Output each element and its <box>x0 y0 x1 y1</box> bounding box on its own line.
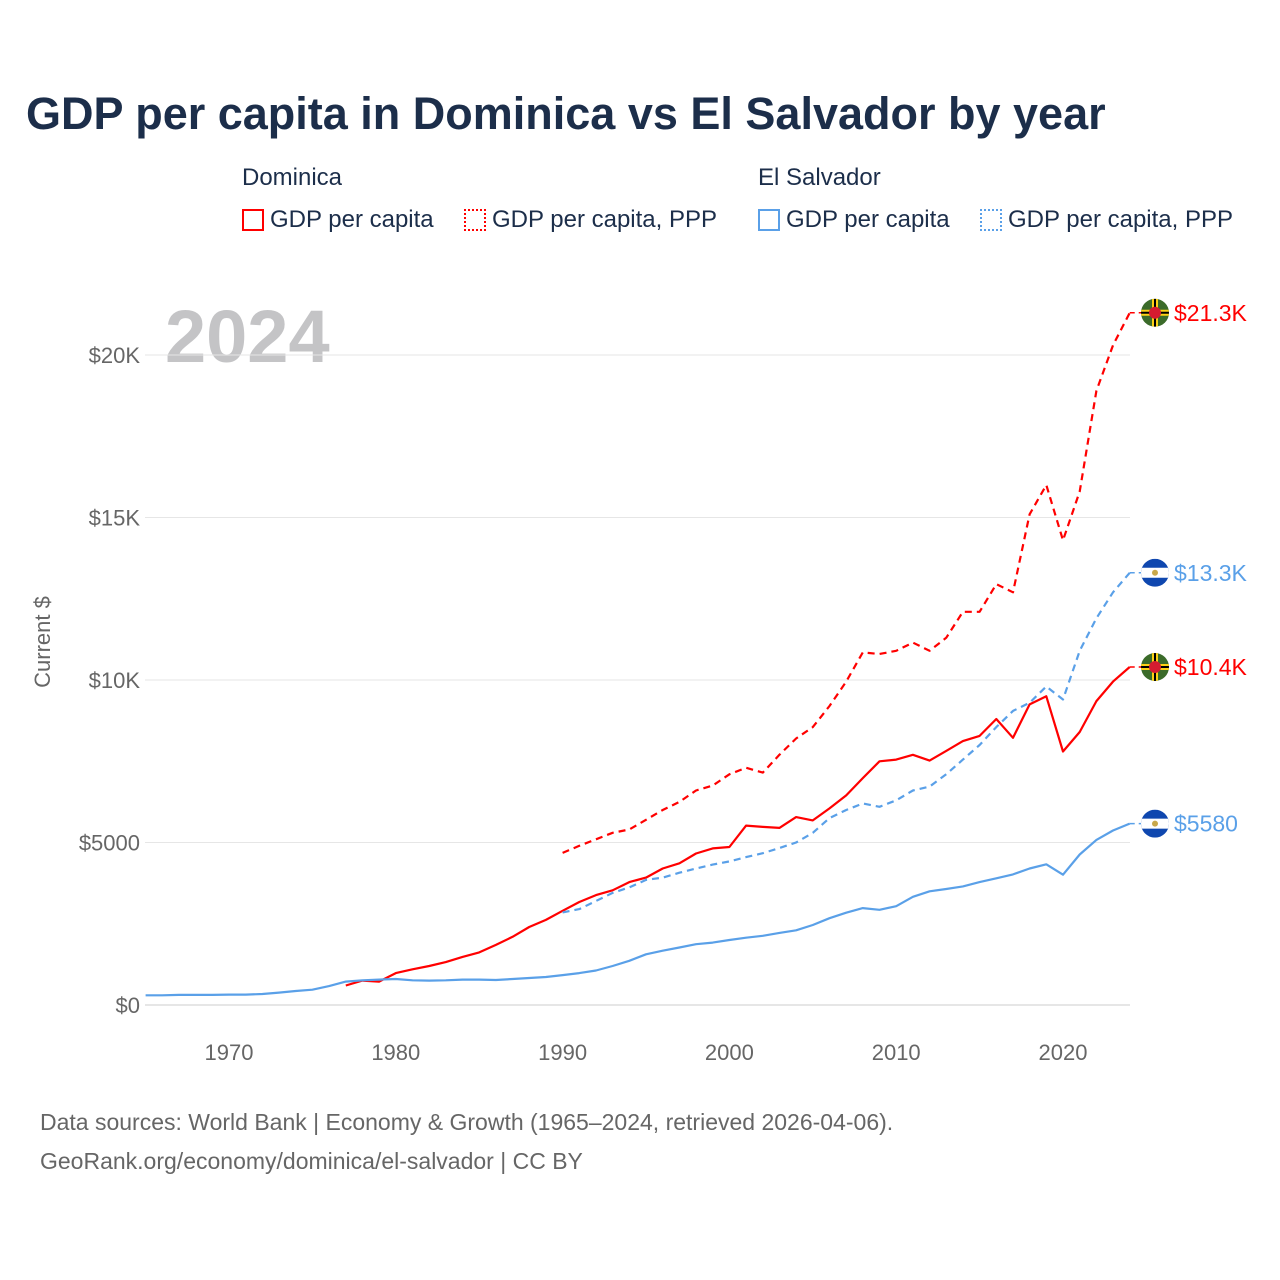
legend-group-dominica: Dominica <box>242 164 343 191</box>
series-line <box>562 572 1131 914</box>
el-salvador-flag-icon <box>1141 558 1169 587</box>
footer-link[interactable]: GeoRank.org/economy/dominica/el-salvador… <box>40 1148 583 1174</box>
dominica-flag-icon <box>1141 653 1169 681</box>
legend-item-dominica-ppp[interactable]: GDP per capita, PPP <box>464 206 717 234</box>
el-salvador-flag-icon <box>1141 809 1169 838</box>
end-value-label: $10.4K <box>1174 654 1248 680</box>
legend-swatch <box>758 209 780 231</box>
legend-label: GDP per capita <box>270 206 434 233</box>
x-tick-label: 1980 <box>371 1040 420 1065</box>
end-value-label: $13.3K <box>1174 560 1248 586</box>
year-watermark: 2024 <box>165 295 330 378</box>
end-value-label: $5580 <box>1174 811 1238 837</box>
y-tick-label: $0 <box>116 993 140 1018</box>
y-tick-label: $15K <box>89 506 141 531</box>
x-tick-label: 1990 <box>538 1040 587 1065</box>
footer-sources: Data sources: World Bank | Economy & Gro… <box>40 1109 894 1135</box>
legend-item-el-salvador-gdp[interactable]: GDP per capita <box>758 206 950 234</box>
legend-item-el-salvador-ppp[interactable]: GDP per capita, PPP <box>980 206 1233 234</box>
y-tick-label: $20K <box>89 343 141 368</box>
legend-label: GDP per capita <box>786 206 950 233</box>
chart-title: GDP per capita in Dominica vs El Salvado… <box>26 88 1106 139</box>
y-tick-label: $5000 <box>79 831 140 856</box>
series-line <box>562 312 1131 854</box>
legend-label: GDP per capita, PPP <box>1008 206 1233 233</box>
dominica-flag-icon <box>1141 298 1169 327</box>
y-axis-label: Current $ <box>30 596 55 688</box>
end-value-label: $21.3K <box>1174 300 1248 326</box>
y-tick-label: $10K <box>89 668 141 693</box>
legend-label: GDP per capita, PPP <box>492 206 717 233</box>
legend-swatch <box>464 209 486 231</box>
x-tick-label: 2020 <box>1039 1040 1088 1065</box>
legend-group-el-salvador: El Salvador <box>758 164 881 191</box>
x-tick-label: 1970 <box>205 1040 254 1065</box>
legend-swatch <box>242 209 264 231</box>
series-line <box>345 666 1131 987</box>
x-tick-label: 2000 <box>705 1040 754 1065</box>
legend-swatch <box>980 209 1002 231</box>
series-line <box>145 822 1131 997</box>
x-tick-label: 2010 <box>872 1040 921 1065</box>
legend-item-dominica-gdp[interactable]: GDP per capita <box>242 206 434 234</box>
